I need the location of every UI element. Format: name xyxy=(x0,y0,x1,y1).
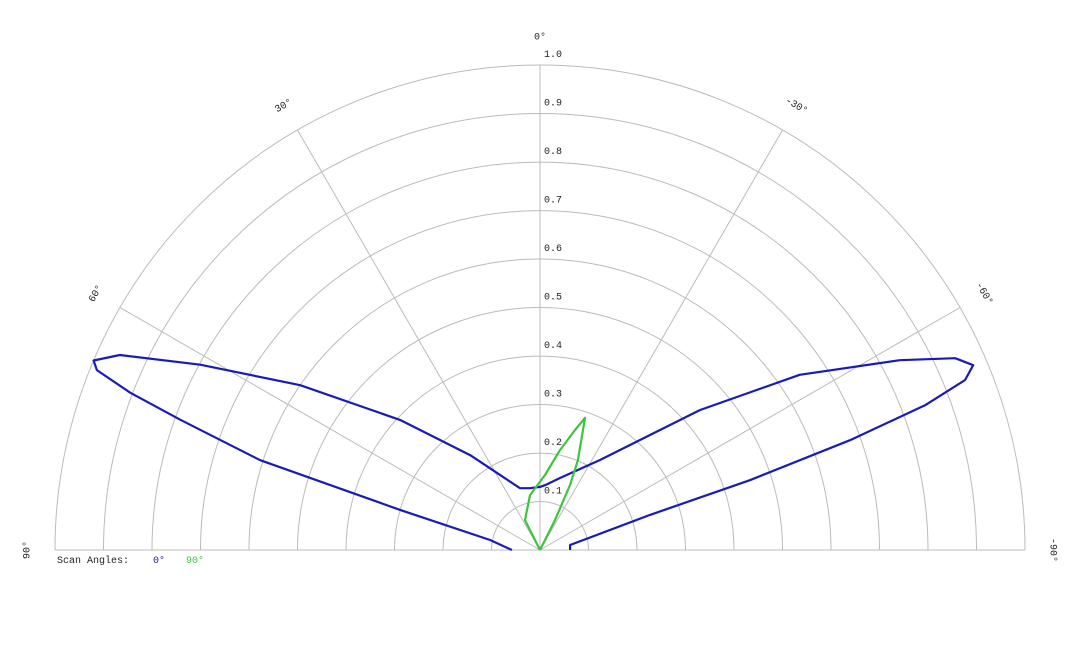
r-tick-label: 0.9 xyxy=(544,99,562,110)
r-tick-label: 0.4 xyxy=(544,341,562,352)
legend-entry: 0° xyxy=(153,555,165,567)
angle-tick-label: 0° xyxy=(534,32,546,44)
grid-spoke xyxy=(119,307,541,551)
r-tick-label: 0.1 xyxy=(544,487,562,498)
r-tick-label: 0.2 xyxy=(544,438,562,449)
legend-entry: 90° xyxy=(186,555,204,567)
r-tick-label: 0.8 xyxy=(544,147,562,158)
series-line xyxy=(523,416,587,551)
angle-tick-label: 90° xyxy=(22,541,34,559)
r-tick-label: 1.0 xyxy=(544,50,562,61)
angle-tick-label: 60° xyxy=(87,283,106,305)
angle-tick-label: -60° xyxy=(973,280,995,307)
r-tick-label: 0.6 xyxy=(544,244,562,255)
r-tick-label: 0.3 xyxy=(544,390,562,401)
series-line xyxy=(92,353,975,551)
angle-tick-label: 30° xyxy=(273,97,295,116)
r-tick-label: 0.5 xyxy=(544,293,562,304)
legend-title: Scan Angles: xyxy=(57,555,129,567)
grid-spoke xyxy=(539,129,783,551)
grid-spoke xyxy=(297,129,541,551)
angle-tick-label: -30° xyxy=(783,95,810,117)
grid-spoke xyxy=(539,307,961,551)
angle-tick-label: -90° xyxy=(1046,538,1058,562)
r-tick-label: 0.7 xyxy=(544,196,562,207)
